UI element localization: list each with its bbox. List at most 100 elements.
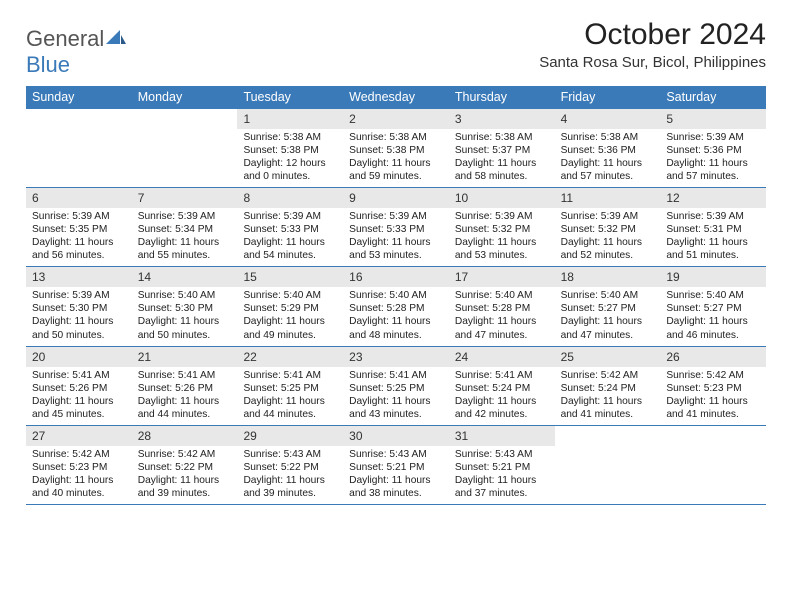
day-details: Sunrise: 5:43 AMSunset: 5:22 PMDaylight:… (237, 446, 343, 504)
sunrise-text: Sunrise: 5:40 AM (349, 289, 443, 302)
daylight-text: Daylight: 11 hours and 56 minutes. (32, 236, 126, 262)
sunrise-text: Sunrise: 5:39 AM (349, 210, 443, 223)
sunset-text: Sunset: 5:34 PM (138, 223, 232, 236)
day-cell: 25Sunrise: 5:42 AMSunset: 5:24 PMDayligh… (555, 347, 661, 425)
day-details: Sunrise: 5:38 AMSunset: 5:37 PMDaylight:… (449, 129, 555, 187)
day-number: 11 (555, 188, 661, 208)
daylight-text: Daylight: 11 hours and 41 minutes. (561, 395, 655, 421)
sunrise-text: Sunrise: 5:40 AM (561, 289, 655, 302)
sunrise-text: Sunrise: 5:40 AM (243, 289, 337, 302)
sunset-text: Sunset: 5:23 PM (32, 461, 126, 474)
day-cell (132, 109, 238, 187)
day-number: 31 (449, 426, 555, 446)
sunset-text: Sunset: 5:36 PM (561, 144, 655, 157)
day-details: Sunrise: 5:39 AMSunset: 5:33 PMDaylight:… (343, 208, 449, 266)
sunset-text: Sunset: 5:30 PM (138, 302, 232, 315)
sunset-text: Sunset: 5:23 PM (666, 382, 760, 395)
day-cell: 3Sunrise: 5:38 AMSunset: 5:37 PMDaylight… (449, 109, 555, 187)
location: Santa Rosa Sur, Bicol, Philippines (539, 54, 766, 71)
daylight-text: Daylight: 11 hours and 44 minutes. (138, 395, 232, 421)
day-details: Sunrise: 5:39 AMSunset: 5:30 PMDaylight:… (26, 287, 132, 345)
week-row: 1Sunrise: 5:38 AMSunset: 5:38 PMDaylight… (26, 109, 766, 188)
sunset-text: Sunset: 5:25 PM (349, 382, 443, 395)
sunrise-text: Sunrise: 5:41 AM (349, 369, 443, 382)
daylight-text: Daylight: 11 hours and 49 minutes. (243, 315, 337, 341)
day-number: 18 (555, 267, 661, 287)
day-cell: 11Sunrise: 5:39 AMSunset: 5:32 PMDayligh… (555, 188, 661, 266)
sunset-text: Sunset: 5:24 PM (455, 382, 549, 395)
sunset-text: Sunset: 5:30 PM (32, 302, 126, 315)
sunrise-text: Sunrise: 5:38 AM (561, 131, 655, 144)
day-details: Sunrise: 5:42 AMSunset: 5:23 PMDaylight:… (660, 367, 766, 425)
daylight-text: Daylight: 11 hours and 50 minutes. (32, 315, 126, 341)
sunrise-text: Sunrise: 5:42 AM (138, 448, 232, 461)
day-number (26, 109, 132, 115)
day-number: 14 (132, 267, 238, 287)
day-number: 24 (449, 347, 555, 367)
daylight-text: Daylight: 11 hours and 39 minutes. (243, 474, 337, 500)
sunrise-text: Sunrise: 5:41 AM (455, 369, 549, 382)
sunrise-text: Sunrise: 5:43 AM (243, 448, 337, 461)
daylight-text: Daylight: 11 hours and 45 minutes. (32, 395, 126, 421)
daylight-text: Daylight: 11 hours and 40 minutes. (32, 474, 126, 500)
weekday-header: Thursday (449, 86, 555, 109)
day-details: Sunrise: 5:39 AMSunset: 5:33 PMDaylight:… (237, 208, 343, 266)
day-details: Sunrise: 5:39 AMSunset: 5:31 PMDaylight:… (660, 208, 766, 266)
day-number: 12 (660, 188, 766, 208)
day-cell: 18Sunrise: 5:40 AMSunset: 5:27 PMDayligh… (555, 267, 661, 345)
header: General Blue October 2024 Santa Rosa Sur… (26, 18, 766, 78)
day-details: Sunrise: 5:38 AMSunset: 5:38 PMDaylight:… (237, 129, 343, 187)
day-cell: 14 Sunrise: 5:40 AMSunset: 5:30 PMDayligh… (132, 267, 238, 345)
day-number (555, 426, 661, 432)
day-cell: 2Sunrise: 5:38 AMSunset: 5:38 PMDaylight… (343, 109, 449, 187)
sunrise-text: Sunrise: 5:41 AM (243, 369, 337, 382)
daylight-text: Daylight: 11 hours and 46 minutes. (666, 315, 760, 341)
sunset-text: Sunset: 5:21 PM (455, 461, 549, 474)
sunset-text: Sunset: 5:24 PM (561, 382, 655, 395)
daylight-text: Daylight: 11 hours and 50 minutes. (138, 315, 232, 341)
sunrise-text: Sunrise: 5:40 AM (138, 289, 232, 302)
month-title: October 2024 (539, 18, 766, 52)
brand-word-2: Blue (26, 52, 70, 77)
day-cell: 31Sunrise: 5:43 AMSunset: 5:21 PMDayligh… (449, 426, 555, 504)
day-details: Sunrise: 5:41 AMSunset: 5:25 PMDaylight:… (237, 367, 343, 425)
sunrise-text: Sunrise: 5:39 AM (32, 210, 126, 223)
sunrise-text: Sunrise: 5:39 AM (666, 131, 760, 144)
week-row: 13Sunrise: 5:39 AMSunset: 5:30 PMDayligh… (26, 267, 766, 346)
sunrise-text: Sunrise: 5:43 AM (455, 448, 549, 461)
day-cell: 7Sunrise: 5:39 AMSunset: 5:34 PMDaylight… (132, 188, 238, 266)
day-number: 29 (237, 426, 343, 446)
day-number: 19 (660, 267, 766, 287)
day-cell (555, 426, 661, 504)
day-details: Sunrise: 5:40 AMSunset: 5:28 PMDaylight:… (449, 287, 555, 345)
daylight-text: Daylight: 11 hours and 41 minutes. (666, 395, 760, 421)
day-details: Sunrise: 5:41 AMSunset: 5:25 PMDaylight:… (343, 367, 449, 425)
weekday-header: Friday (555, 86, 661, 109)
day-cell: 9Sunrise: 5:39 AMSunset: 5:33 PMDaylight… (343, 188, 449, 266)
sunrise-text: Sunrise: 5:41 AM (32, 369, 126, 382)
sunrise-text: Sunrise: 5:38 AM (349, 131, 443, 144)
title-block: October 2024 Santa Rosa Sur, Bicol, Phil… (539, 18, 766, 71)
day-cell: 19Sunrise: 5:40 AMSunset: 5:27 PMDayligh… (660, 267, 766, 345)
day-cell: 1Sunrise: 5:38 AMSunset: 5:38 PMDaylight… (237, 109, 343, 187)
daylight-text: Daylight: 11 hours and 53 minutes. (455, 236, 549, 262)
sunset-text: Sunset: 5:22 PM (243, 461, 337, 474)
daylight-text: Daylight: 11 hours and 38 minutes. (349, 474, 443, 500)
day-cell: 20Sunrise: 5:41 AMSunset: 5:26 PMDayligh… (26, 347, 132, 425)
sunset-text: Sunset: 5:26 PM (32, 382, 126, 395)
calendar-grid: Sunday Monday Tuesday Wednesday Thursday… (26, 86, 766, 505)
day-cell: 30Sunrise: 5:43 AMSunset: 5:21 PMDayligh… (343, 426, 449, 504)
weeks-container: 1Sunrise: 5:38 AMSunset: 5:38 PMDaylight… (26, 109, 766, 505)
weekday-header: Tuesday (237, 86, 343, 109)
day-number: 6 (26, 188, 132, 208)
week-row: 6Sunrise: 5:39 AMSunset: 5:35 PMDaylight… (26, 188, 766, 267)
week-row: 27Sunrise: 5:42 AMSunset: 5:23 PMDayligh… (26, 426, 766, 505)
daylight-text: Daylight: 11 hours and 43 minutes. (349, 395, 443, 421)
daylight-text: Daylight: 12 hours and 0 minutes. (243, 157, 337, 183)
sunset-text: Sunset: 5:26 PM (138, 382, 232, 395)
brand-word-1: General (26, 26, 104, 51)
daylight-text: Daylight: 11 hours and 44 minutes. (243, 395, 337, 421)
brand-logo: General Blue (26, 18, 126, 78)
daylight-text: Daylight: 11 hours and 57 minutes. (561, 157, 655, 183)
sunset-text: Sunset: 5:21 PM (349, 461, 443, 474)
